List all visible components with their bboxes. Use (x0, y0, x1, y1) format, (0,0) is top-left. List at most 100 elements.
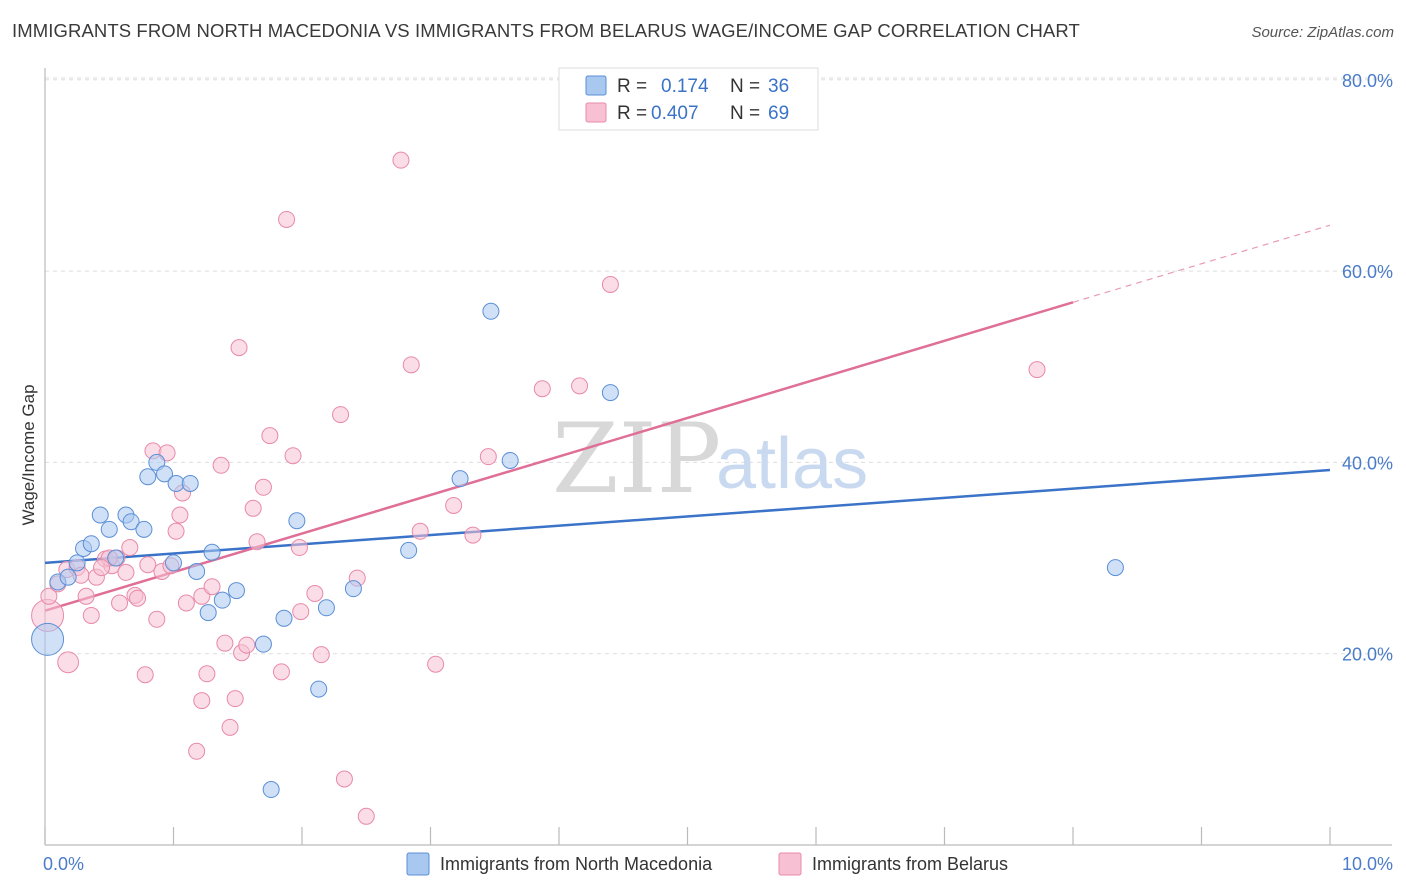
point-belarus (82, 606, 100, 624)
point-belarus (392, 151, 410, 169)
axes (44, 68, 1392, 846)
point-north-macedonia (165, 554, 182, 572)
trendlines (44, 224, 1331, 612)
point-belarus (40, 587, 58, 605)
bottom-legend-swatch-north-macedonia (406, 852, 430, 876)
point-north-macedonia (100, 520, 118, 538)
point-belarus (121, 539, 139, 557)
point-north-macedonia (310, 680, 328, 698)
point-belarus (278, 210, 296, 228)
legend-swatch-belarus (585, 102, 607, 123)
y-tick-labels: 20.0% 40.0% 60.0% 80.0% (1342, 71, 1393, 665)
legend-swatch-north-macedonia (585, 75, 607, 96)
point-north-macedonia (227, 582, 245, 600)
point-belarus (261, 427, 279, 445)
point-north-macedonia (31, 622, 65, 656)
top-legend: R = 0.174 N = 36 R = 0.407 N = 69 (558, 67, 819, 131)
bottom-legend-label-belarus: Immigrants from Belarus (812, 854, 1008, 874)
point-north-macedonia (213, 591, 231, 609)
point-belarus (212, 456, 230, 474)
point-belarus (290, 539, 308, 557)
watermark: ZIP atlas (552, 403, 868, 515)
point-north-macedonia (122, 513, 140, 531)
point-belarus (203, 578, 221, 596)
point-north-macedonia (501, 451, 519, 469)
point-north-macedonia (400, 541, 418, 559)
point-north-macedonia (317, 599, 335, 617)
point-belarus (193, 692, 211, 710)
watermark-zip: ZIP (552, 403, 721, 515)
watermark-atlas: atlas (716, 424, 868, 504)
source-credit: Source: ZipAtlas.com (1251, 24, 1394, 41)
point-belarus (1028, 361, 1046, 379)
point-belarus (221, 718, 239, 736)
point-north-macedonia (254, 635, 272, 653)
point-belarus (57, 651, 80, 674)
point-belarus (244, 499, 262, 517)
trendline-belarus-extension (1072, 224, 1331, 303)
chart-title: IMMIGRANTS FROM NORTH MACEDONIA VS IMMIG… (12, 20, 1080, 41)
point-belarus (445, 496, 463, 514)
point-north-macedonia (482, 302, 500, 320)
x-tick-labels: 0.0% 10.0% (43, 854, 1393, 874)
point-belarus (136, 666, 154, 684)
point-belarus (284, 447, 302, 465)
y-tick-label: 80.0% (1342, 71, 1393, 91)
point-belarus (312, 646, 330, 664)
point-north-macedonia (135, 520, 153, 538)
legend-r-label: R = (617, 103, 647, 124)
point-north-macedonia (181, 474, 199, 492)
point-belarus (188, 742, 206, 760)
point-belarus (601, 275, 619, 293)
legend-r-value: 0.407 (651, 103, 699, 124)
point-north-macedonia (203, 543, 221, 561)
point-belarus (479, 448, 497, 466)
legend-r-label: R = (617, 76, 647, 97)
legend-r-value: 0.174 (661, 76, 709, 97)
bottom-legend-swatch-belarus (778, 852, 802, 876)
point-belarus (335, 770, 353, 788)
point-belarus (226, 690, 244, 708)
x-tick-label: 10.0% (1342, 854, 1393, 874)
point-north-macedonia (68, 554, 86, 572)
legend-n-value: 69 (768, 103, 789, 124)
point-belarus (216, 634, 234, 652)
point-north-macedonia (262, 781, 280, 799)
point-belarus (272, 663, 290, 681)
point-belarus (148, 610, 166, 628)
legend-n-label: N = (730, 103, 760, 124)
point-belarus (427, 655, 445, 673)
point-north-macedonia (199, 604, 217, 622)
point-belarus (129, 589, 147, 607)
point-north-macedonia (344, 580, 362, 598)
point-north-macedonia (82, 535, 100, 553)
points (31, 151, 1124, 825)
point-belarus (411, 522, 429, 540)
bottom-legend: Immigrants from North Macedonia Immigran… (406, 852, 1008, 876)
point-belarus (177, 594, 195, 612)
point-north-macedonia (288, 512, 306, 530)
point-north-macedonia (275, 609, 293, 627)
point-belarus (306, 584, 324, 602)
point-belarus (77, 587, 95, 605)
point-north-macedonia (451, 470, 469, 488)
point-belarus (167, 522, 185, 540)
point-belarus (139, 556, 157, 574)
y-tick-label: 40.0% (1342, 453, 1393, 473)
point-belarus (111, 594, 129, 612)
point-belarus (402, 356, 420, 374)
point-belarus (230, 339, 248, 357)
point-north-macedonia (167, 474, 185, 492)
gridlines (45, 77, 1392, 655)
point-north-macedonia (107, 549, 125, 567)
bottom-legend-label-north-macedonia: Immigrants from North Macedonia (440, 854, 713, 874)
point-belarus (464, 526, 482, 544)
point-north-macedonia (1106, 559, 1124, 577)
point-north-macedonia (188, 562, 206, 580)
point-belarus (93, 559, 111, 577)
point-north-macedonia (156, 465, 174, 483)
point-belarus (571, 377, 589, 395)
point-north-macedonia (59, 568, 77, 586)
point-north-macedonia (139, 468, 157, 486)
